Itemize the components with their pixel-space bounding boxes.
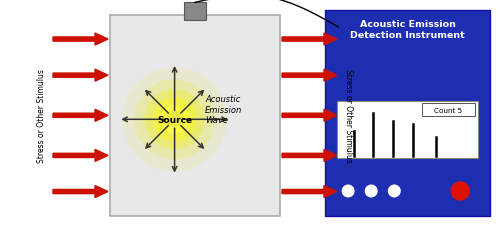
FancyArrow shape bbox=[53, 186, 108, 198]
Circle shape bbox=[122, 68, 227, 172]
FancyArrow shape bbox=[282, 150, 337, 162]
FancyArrow shape bbox=[53, 110, 108, 122]
Circle shape bbox=[134, 80, 214, 160]
Circle shape bbox=[342, 185, 354, 198]
FancyArrow shape bbox=[282, 34, 337, 46]
FancyArrow shape bbox=[282, 186, 337, 198]
Circle shape bbox=[364, 185, 378, 198]
Circle shape bbox=[166, 112, 182, 128]
Bar bbox=[422, 103, 476, 117]
Circle shape bbox=[388, 185, 401, 198]
Circle shape bbox=[144, 90, 204, 150]
Bar bbox=[110, 16, 280, 216]
Circle shape bbox=[152, 98, 196, 142]
Text: Acoustic
Emission
Wave: Acoustic Emission Wave bbox=[205, 95, 242, 125]
Text: Acoustic Emission
Detection Instrument: Acoustic Emission Detection Instrument bbox=[350, 20, 465, 39]
Text: Stress or Other Stimulus: Stress or Other Stimulus bbox=[36, 69, 46, 163]
FancyArrow shape bbox=[53, 34, 108, 46]
Text: Source: Source bbox=[157, 115, 192, 124]
FancyArrow shape bbox=[53, 150, 108, 162]
Circle shape bbox=[160, 106, 188, 134]
Bar bbox=[336, 101, 478, 158]
FancyArrow shape bbox=[53, 70, 108, 82]
Bar bbox=[184, 3, 206, 21]
Text: Stress or Other Stimulus: Stress or Other Stimulus bbox=[344, 69, 354, 163]
FancyArrow shape bbox=[282, 70, 337, 82]
FancyArrow shape bbox=[282, 110, 337, 122]
Circle shape bbox=[450, 181, 470, 201]
Text: Count 5: Count 5 bbox=[434, 107, 462, 113]
Bar bbox=[325, 11, 490, 216]
